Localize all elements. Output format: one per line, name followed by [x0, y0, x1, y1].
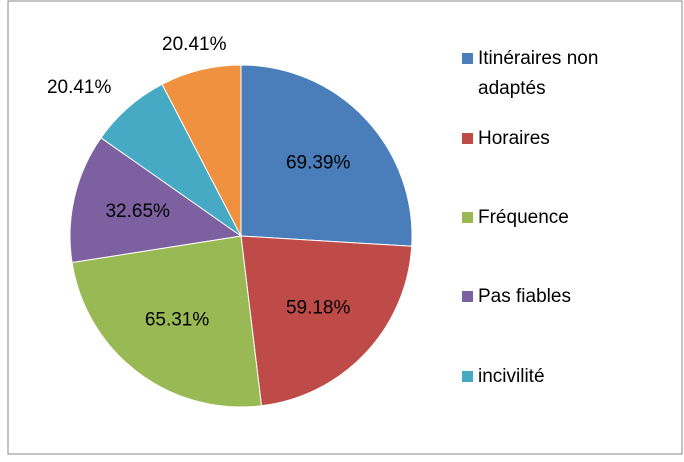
legend-entry: Horaires: [462, 124, 642, 154]
data-label: 32.65%: [105, 201, 170, 222]
legend-entry: Itinéraires non adaptés: [462, 44, 642, 104]
pie-slice: [71, 235, 263, 408]
pie-slice: [240, 64, 413, 247]
legend-label: Fréquence: [478, 207, 569, 228]
legend-entry: Pas fiables: [462, 282, 642, 312]
legend-label: Itinéraires non adaptés: [478, 48, 599, 99]
legend-label: incivilité: [478, 366, 545, 387]
data-label: 59.18%: [286, 298, 351, 319]
chart-border: [7, 0, 683, 455]
legend-label: Pas fiables: [478, 286, 571, 307]
legend-swatch: [462, 371, 473, 382]
pie-slice: [240, 235, 413, 407]
data-label: 20.41%: [162, 34, 227, 55]
legend-swatch: [462, 53, 473, 64]
pie-slice: [161, 64, 242, 237]
legend-entry: incivilité: [462, 362, 642, 392]
pie-slice: [69, 137, 243, 264]
legend-swatch: [462, 133, 473, 144]
data-label: 65.31%: [145, 310, 210, 331]
legend-swatch: [462, 291, 473, 302]
legend-swatch: [462, 212, 473, 223]
data-label: 69.39%: [286, 152, 351, 173]
legend-label: Horaires: [478, 128, 550, 149]
data-label: 20.41%: [47, 77, 112, 98]
legend-entry: Fréquence: [462, 203, 642, 233]
